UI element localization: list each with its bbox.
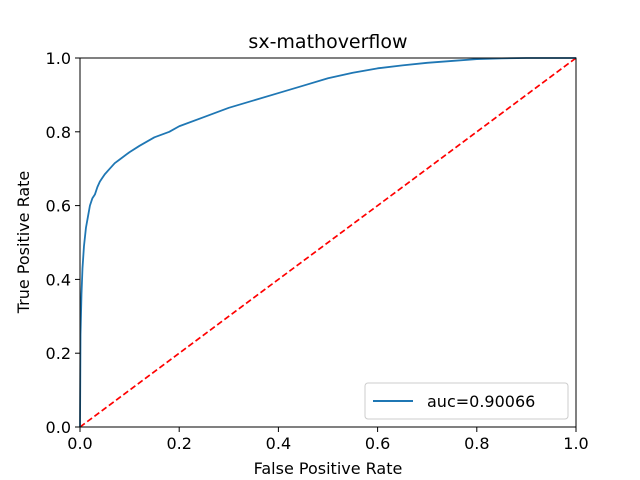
y-tick-label: 0.0 (46, 418, 71, 437)
x-tick-label: 0.4 (266, 434, 291, 453)
x-tick-label: 0.2 (166, 434, 191, 453)
y-tick-label: 0.6 (46, 197, 71, 216)
y-tick-label: 0.4 (46, 270, 71, 289)
y-axis-ticks: 0.0 0.2 0.4 0.6 0.8 1.0 (46, 49, 80, 437)
y-tick-label: 0.8 (46, 123, 71, 142)
plot-frame (79, 57, 577, 428)
chance-diagonal-line (79, 57, 577, 428)
y-tick-label: 1.0 (46, 49, 71, 68)
y-tick-label: 0.2 (46, 344, 71, 363)
chart-title: sx-mathoverflow (248, 31, 407, 53)
x-tick-label: 0.8 (464, 434, 489, 453)
x-tick-label: 1.0 (563, 434, 588, 453)
legend: auc=0.90066 (364, 382, 569, 420)
x-axis-ticks: 0.0 0.2 0.4 0.6 0.8 1.0 (67, 427, 589, 453)
x-axis-label: False Positive Rate (254, 459, 403, 478)
x-tick-label: 0.6 (365, 434, 390, 453)
legend-label: auc=0.90066 (427, 392, 535, 411)
roc-curve-line (79, 57, 576, 428)
x-tick-label: 0.0 (67, 434, 92, 453)
plot-area (79, 57, 577, 428)
legend-box (364, 382, 569, 420)
y-axis-label: True Positive Rate (14, 171, 33, 315)
series-layer (79, 57, 577, 428)
